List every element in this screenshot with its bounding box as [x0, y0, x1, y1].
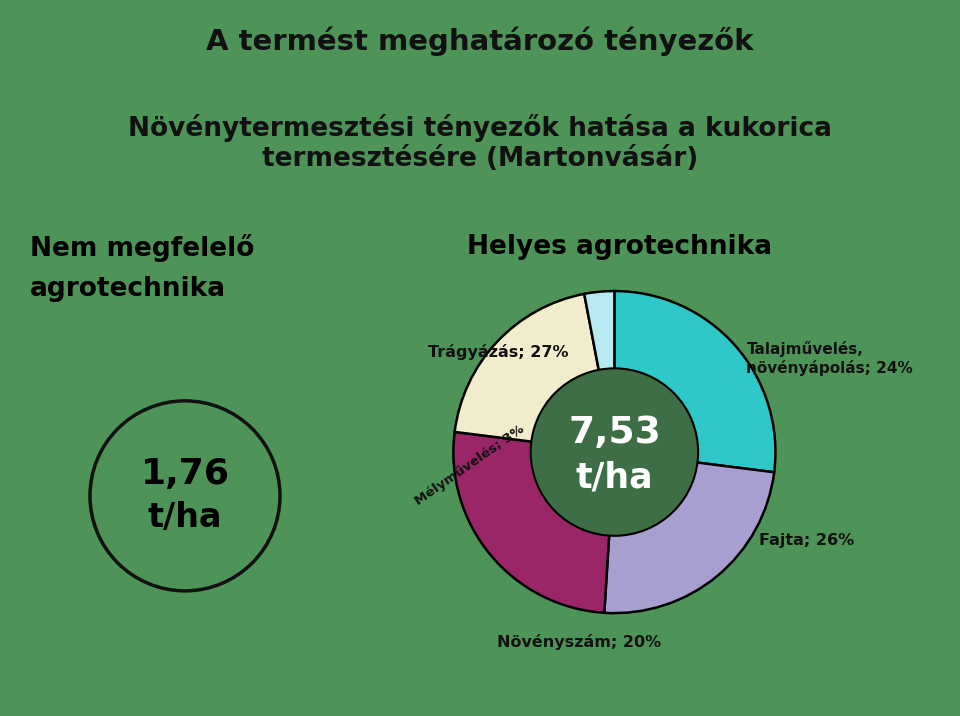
Text: Nem megfelelő: Nem megfelelő: [30, 234, 254, 262]
Text: agrotechnika: agrotechnika: [30, 276, 227, 302]
Text: t/ha: t/ha: [148, 501, 223, 534]
Text: Helyes agrotechnika: Helyes agrotechnika: [468, 234, 773, 260]
Wedge shape: [453, 432, 614, 613]
Text: Mélyművelés; 3%: Mélyművelés; 3%: [413, 422, 526, 508]
Wedge shape: [455, 294, 614, 452]
Wedge shape: [614, 291, 776, 473]
Text: Növénytermesztési tényezők hatása a kukorica
termesztésére (Martonvásár): Növénytermesztési tényezők hatása a kuko…: [128, 114, 832, 172]
Text: 7,53: 7,53: [568, 415, 660, 451]
Wedge shape: [604, 452, 774, 613]
Text: Növényszám; 20%: Növényszám; 20%: [497, 634, 661, 650]
Text: Fajta; 26%: Fajta; 26%: [759, 533, 854, 548]
Text: A termést meghatározó tényezők: A termést meghatározó tényezők: [206, 26, 754, 56]
Text: t/ha: t/ha: [576, 461, 653, 495]
Text: 1,76: 1,76: [140, 457, 229, 491]
Text: Talajművelés,
növényápolás; 24%: Talajművelés, növényápolás; 24%: [747, 342, 913, 376]
Wedge shape: [585, 291, 614, 452]
Circle shape: [531, 368, 698, 536]
Text: Trágyázás; 27%: Trágyázás; 27%: [428, 344, 568, 360]
